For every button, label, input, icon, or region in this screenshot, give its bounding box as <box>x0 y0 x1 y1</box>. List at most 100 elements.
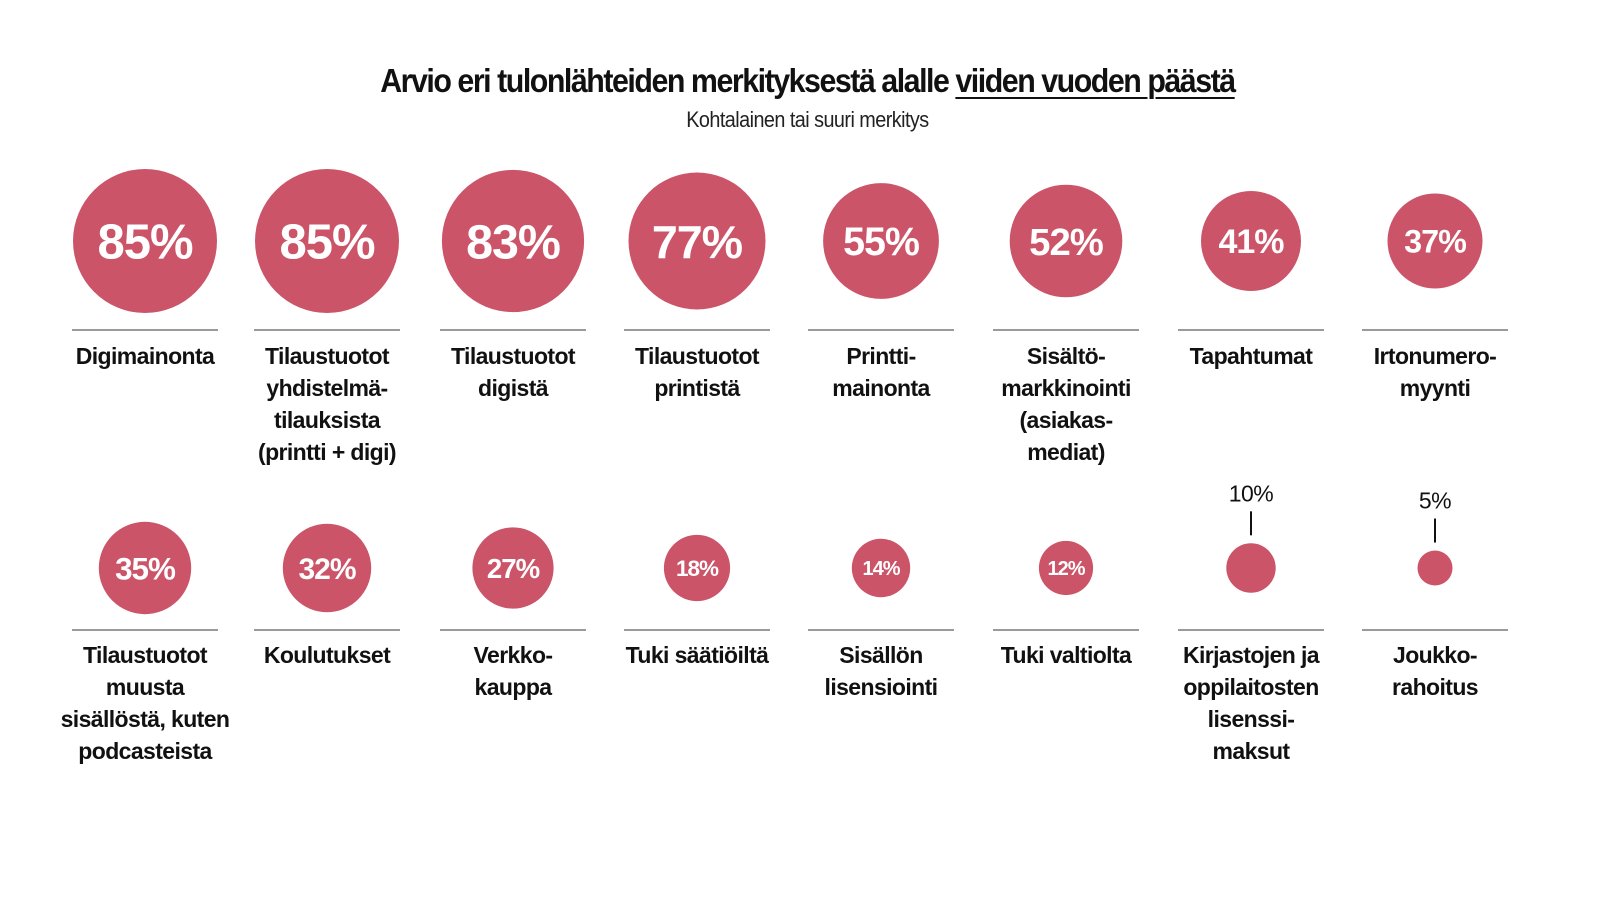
category-label-line: lisensiointi <box>825 674 938 700</box>
category-label: Irtonumero-myynti <box>1374 343 1496 401</box>
bubble-item: 5% Joukko-rahoitus <box>1362 488 1508 700</box>
value-label: 27% <box>487 553 540 584</box>
bubble-item: 35% Tilaustuotot muusta sisällöstä, kuten po… <box>61 521 230 764</box>
bubble-circle <box>73 169 217 313</box>
category-label-line: (asiakas- <box>1019 407 1112 433</box>
category-label: Tuki valtiolta <box>1001 642 1132 668</box>
category-label: Tilaustuotot digistä <box>451 343 576 401</box>
value-label: 77% <box>652 216 743 268</box>
value-label: 83% <box>466 215 560 269</box>
value-label: 55% <box>843 220 919 264</box>
category-label: Tilaustuotot printistä <box>635 343 760 401</box>
bubble-item: 12% Tuki valtiolta <box>993 540 1139 668</box>
category-label-line: Irtonumero- <box>1374 343 1496 369</box>
chart-subtitle: Kohtalainen tai suuri merkitys <box>686 107 929 132</box>
category-label: Joukko-rahoitus <box>1392 642 1478 700</box>
category-label-line: Sisältö- <box>1027 343 1105 369</box>
category-label-line: kauppa <box>475 674 553 700</box>
category-label: Kirjastojen ja oppilaitosten lisenssi-maks… <box>1183 642 1320 764</box>
category-label-line: Tapahtumat <box>1190 343 1314 369</box>
bubble-circle <box>1226 543 1276 593</box>
chart-title: Arvio eri tulonlähteiden merkityksestä a… <box>65 62 1551 100</box>
bubble-circle <box>851 538 911 598</box>
bubble-item: 27% Verkko-kauppa <box>440 527 586 700</box>
bubble-circle <box>255 169 399 313</box>
bubble-circle <box>1201 191 1301 291</box>
category-label-line: digistä <box>478 375 549 401</box>
value-label: 85% <box>97 216 193 270</box>
bubble-circle <box>472 527 554 609</box>
category-label-line: myynti <box>1400 375 1471 401</box>
bubble-circle <box>628 172 766 310</box>
bubble-item: 32% Koulutukset <box>254 523 400 668</box>
bubble-item: 41% Tapahtumat <box>1178 191 1324 369</box>
category-label-line: Koulutukset <box>264 642 391 668</box>
bubble-circle <box>1417 550 1453 586</box>
bubble-item: 55% Printti-mainonta <box>808 183 954 401</box>
bubble-circle <box>823 183 939 299</box>
bubble-item: 37% Irtonumero-myynti <box>1362 193 1508 401</box>
category-label-line: Tilaustuotot <box>635 343 760 369</box>
category-label-line: (printti + digi) <box>258 439 396 465</box>
category-label: Tuki säätiöiltä <box>626 642 769 668</box>
category-label-line: muusta <box>106 674 185 700</box>
bubble-circle <box>1009 184 1123 298</box>
value-label: 41% <box>1218 223 1284 261</box>
bubble-circle <box>1038 540 1094 596</box>
category-label-line: rahoitus <box>1392 674 1478 700</box>
category-label-line: Tuki säätiöiltä <box>626 642 769 668</box>
category-label: Tapahtumat <box>1190 343 1314 369</box>
category-label-line: yhdistelmä- <box>266 375 387 401</box>
category-label-line: sisällöstä, kuten <box>61 706 230 732</box>
title-part-1: Arvio eri tulonlähteiden merkityksestä a… <box>380 62 956 99</box>
category-label-line: tilauksista <box>274 407 381 433</box>
category-label-line: Tilaustuotot <box>451 343 576 369</box>
bubble-circle <box>98 521 192 615</box>
bubble-item: 83% Tilaustuotot digistä <box>440 169 586 401</box>
value-label: 5% <box>1419 488 1451 514</box>
bubble-circle <box>663 534 731 602</box>
bubble-item: 85% Digimainonta <box>72 169 218 369</box>
bubble-item: 14% Sisällön lisensiointi <box>808 538 954 700</box>
category-label-line: Joukko- <box>1393 642 1477 668</box>
category-label-line: markkinointi <box>1001 375 1131 401</box>
category-label-line: Printti- <box>846 343 915 369</box>
category-label: Koulutukset <box>264 642 391 668</box>
bubble-item: 10% Kirjastojen ja oppilaitosten lisenssi-m… <box>1178 480 1324 764</box>
category-label-line: Tilaustuotot <box>83 642 208 668</box>
category-label-line: Kirjastojen ja <box>1183 642 1320 668</box>
category-label-line: Tuki valtiolta <box>1001 642 1132 668</box>
value-label: 10% <box>1229 480 1274 506</box>
value-label: 14% <box>862 558 900 580</box>
category-label-line: printistä <box>654 375 740 401</box>
value-label: 37% <box>1404 224 1466 260</box>
bubble-circle <box>1387 193 1483 289</box>
category-label: Digimainonta <box>76 343 215 369</box>
title-part-2-underlined: viiden vuoden päästä <box>955 62 1236 99</box>
bubble-circle <box>282 523 372 613</box>
bubble-item: 77% Tilaustuotot printistä <box>624 172 770 401</box>
category-label-line: oppilaitosten <box>1183 674 1318 700</box>
bubble-item: 85% Tilaustuotot yhdistelmä-tilauksista (pr… <box>254 169 400 465</box>
category-label-line: mediat) <box>1027 439 1105 465</box>
bubble-item: 52% Sisältö-markkinointi (asiakas-mediat) <box>993 184 1139 465</box>
category-label: Sisällön lisensiointi <box>825 642 938 700</box>
category-label: Tilaustuotot muusta sisällöstä, kuten podca… <box>61 642 230 764</box>
value-label: 18% <box>676 556 719 581</box>
category-label-line: Digimainonta <box>76 343 215 369</box>
category-label: Verkko-kauppa <box>474 642 553 700</box>
value-label: 12% <box>1047 558 1085 580</box>
category-label-line: Tilaustuotot <box>265 343 390 369</box>
value-label: 85% <box>279 216 375 270</box>
value-label: 52% <box>1029 221 1104 264</box>
bubble-item: 18% Tuki säätiöiltä <box>624 534 770 668</box>
category-label: Tilaustuotot yhdistelmä-tilauksista (print… <box>258 343 396 465</box>
bubble-circle <box>441 169 585 313</box>
category-label-line: maksut <box>1213 738 1291 764</box>
category-label-line: mainonta <box>832 375 930 401</box>
category-label: Sisältö-markkinointi (asiakas-mediat) <box>1001 343 1131 465</box>
category-label-line: podcasteista <box>78 738 212 764</box>
category-label: Printti-mainonta <box>832 343 930 401</box>
value-label: 32% <box>298 553 355 586</box>
